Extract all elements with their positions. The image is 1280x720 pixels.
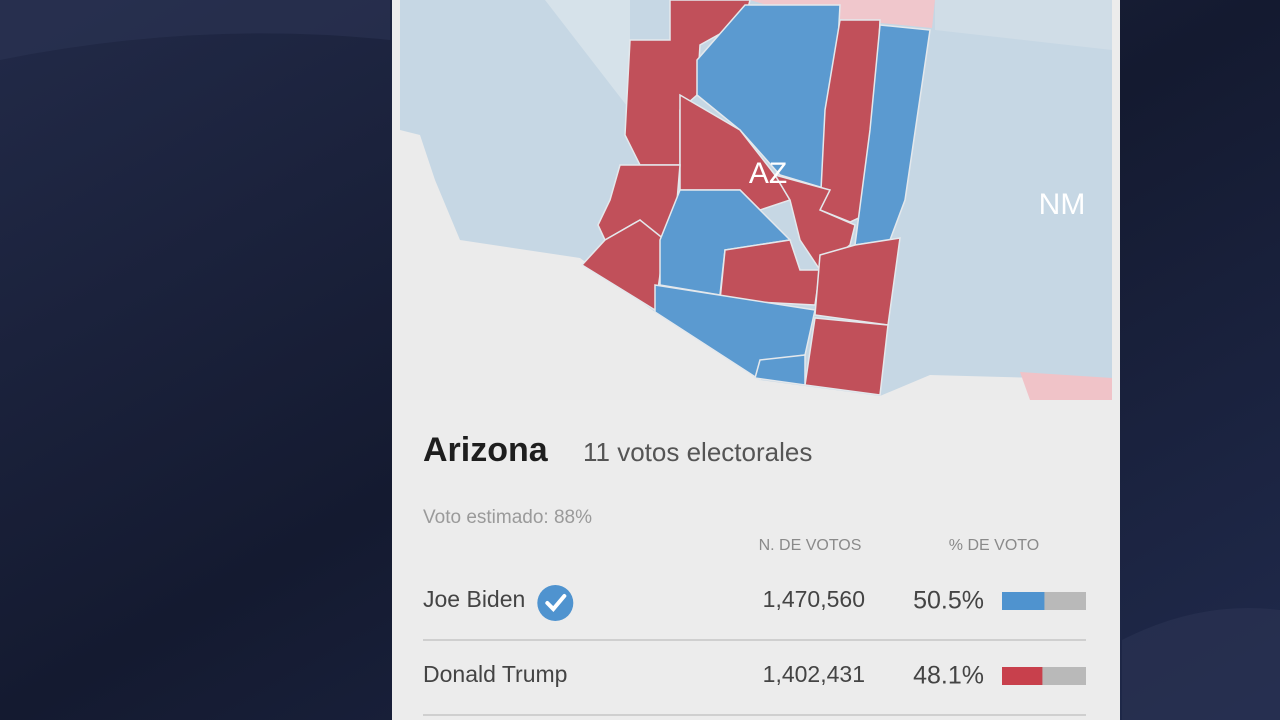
state-region [935,0,1112,50]
map-label: AZ [749,157,787,190]
county [804,317,889,396]
background-stripe [1122,608,1280,720]
result-row: Joe Biden 1,470,560 50.5% [423,585,1086,641]
map-label: NM [1039,188,1086,221]
estimate: Voto estimado: 88% [423,507,592,528]
vote-count: 1,470,560 [763,586,865,612]
percent-bar [1002,667,1043,685]
vote-percent: 50.5% [913,587,984,615]
county [814,237,901,326]
map: AZ NM [400,0,1112,400]
column-header: % DE VOTO [949,537,1039,554]
county [773,173,856,272]
vote-percent: 48.1% [913,662,984,690]
candidate-name: Donald Trump [423,661,567,687]
candidate-name: Joe Biden [423,586,525,612]
column-header: N. DE VOTOS [759,537,862,554]
background-stripe [0,0,390,60]
winner-check-mark [545,594,567,612]
electoral-votes: 11 votos electorales [583,437,812,467]
mexico [400,130,1112,400]
vote-count: 1,402,431 [763,661,865,687]
result-row: Donald Trump 1,402,431 48.1% [423,661,1086,716]
state-region [1020,372,1112,400]
results-table: Joe Biden 1,470,560 50.5% Donald Trump 1,402… [423,585,1086,716]
county [754,354,806,386]
winner-check [537,585,574,621]
card: AZ NM Arizona 11 votos electorales Voto … [392,0,1120,720]
percent-bar [1002,592,1045,610]
state-region [545,0,630,110]
state-title: Arizona [423,431,549,469]
counties [580,0,931,396]
